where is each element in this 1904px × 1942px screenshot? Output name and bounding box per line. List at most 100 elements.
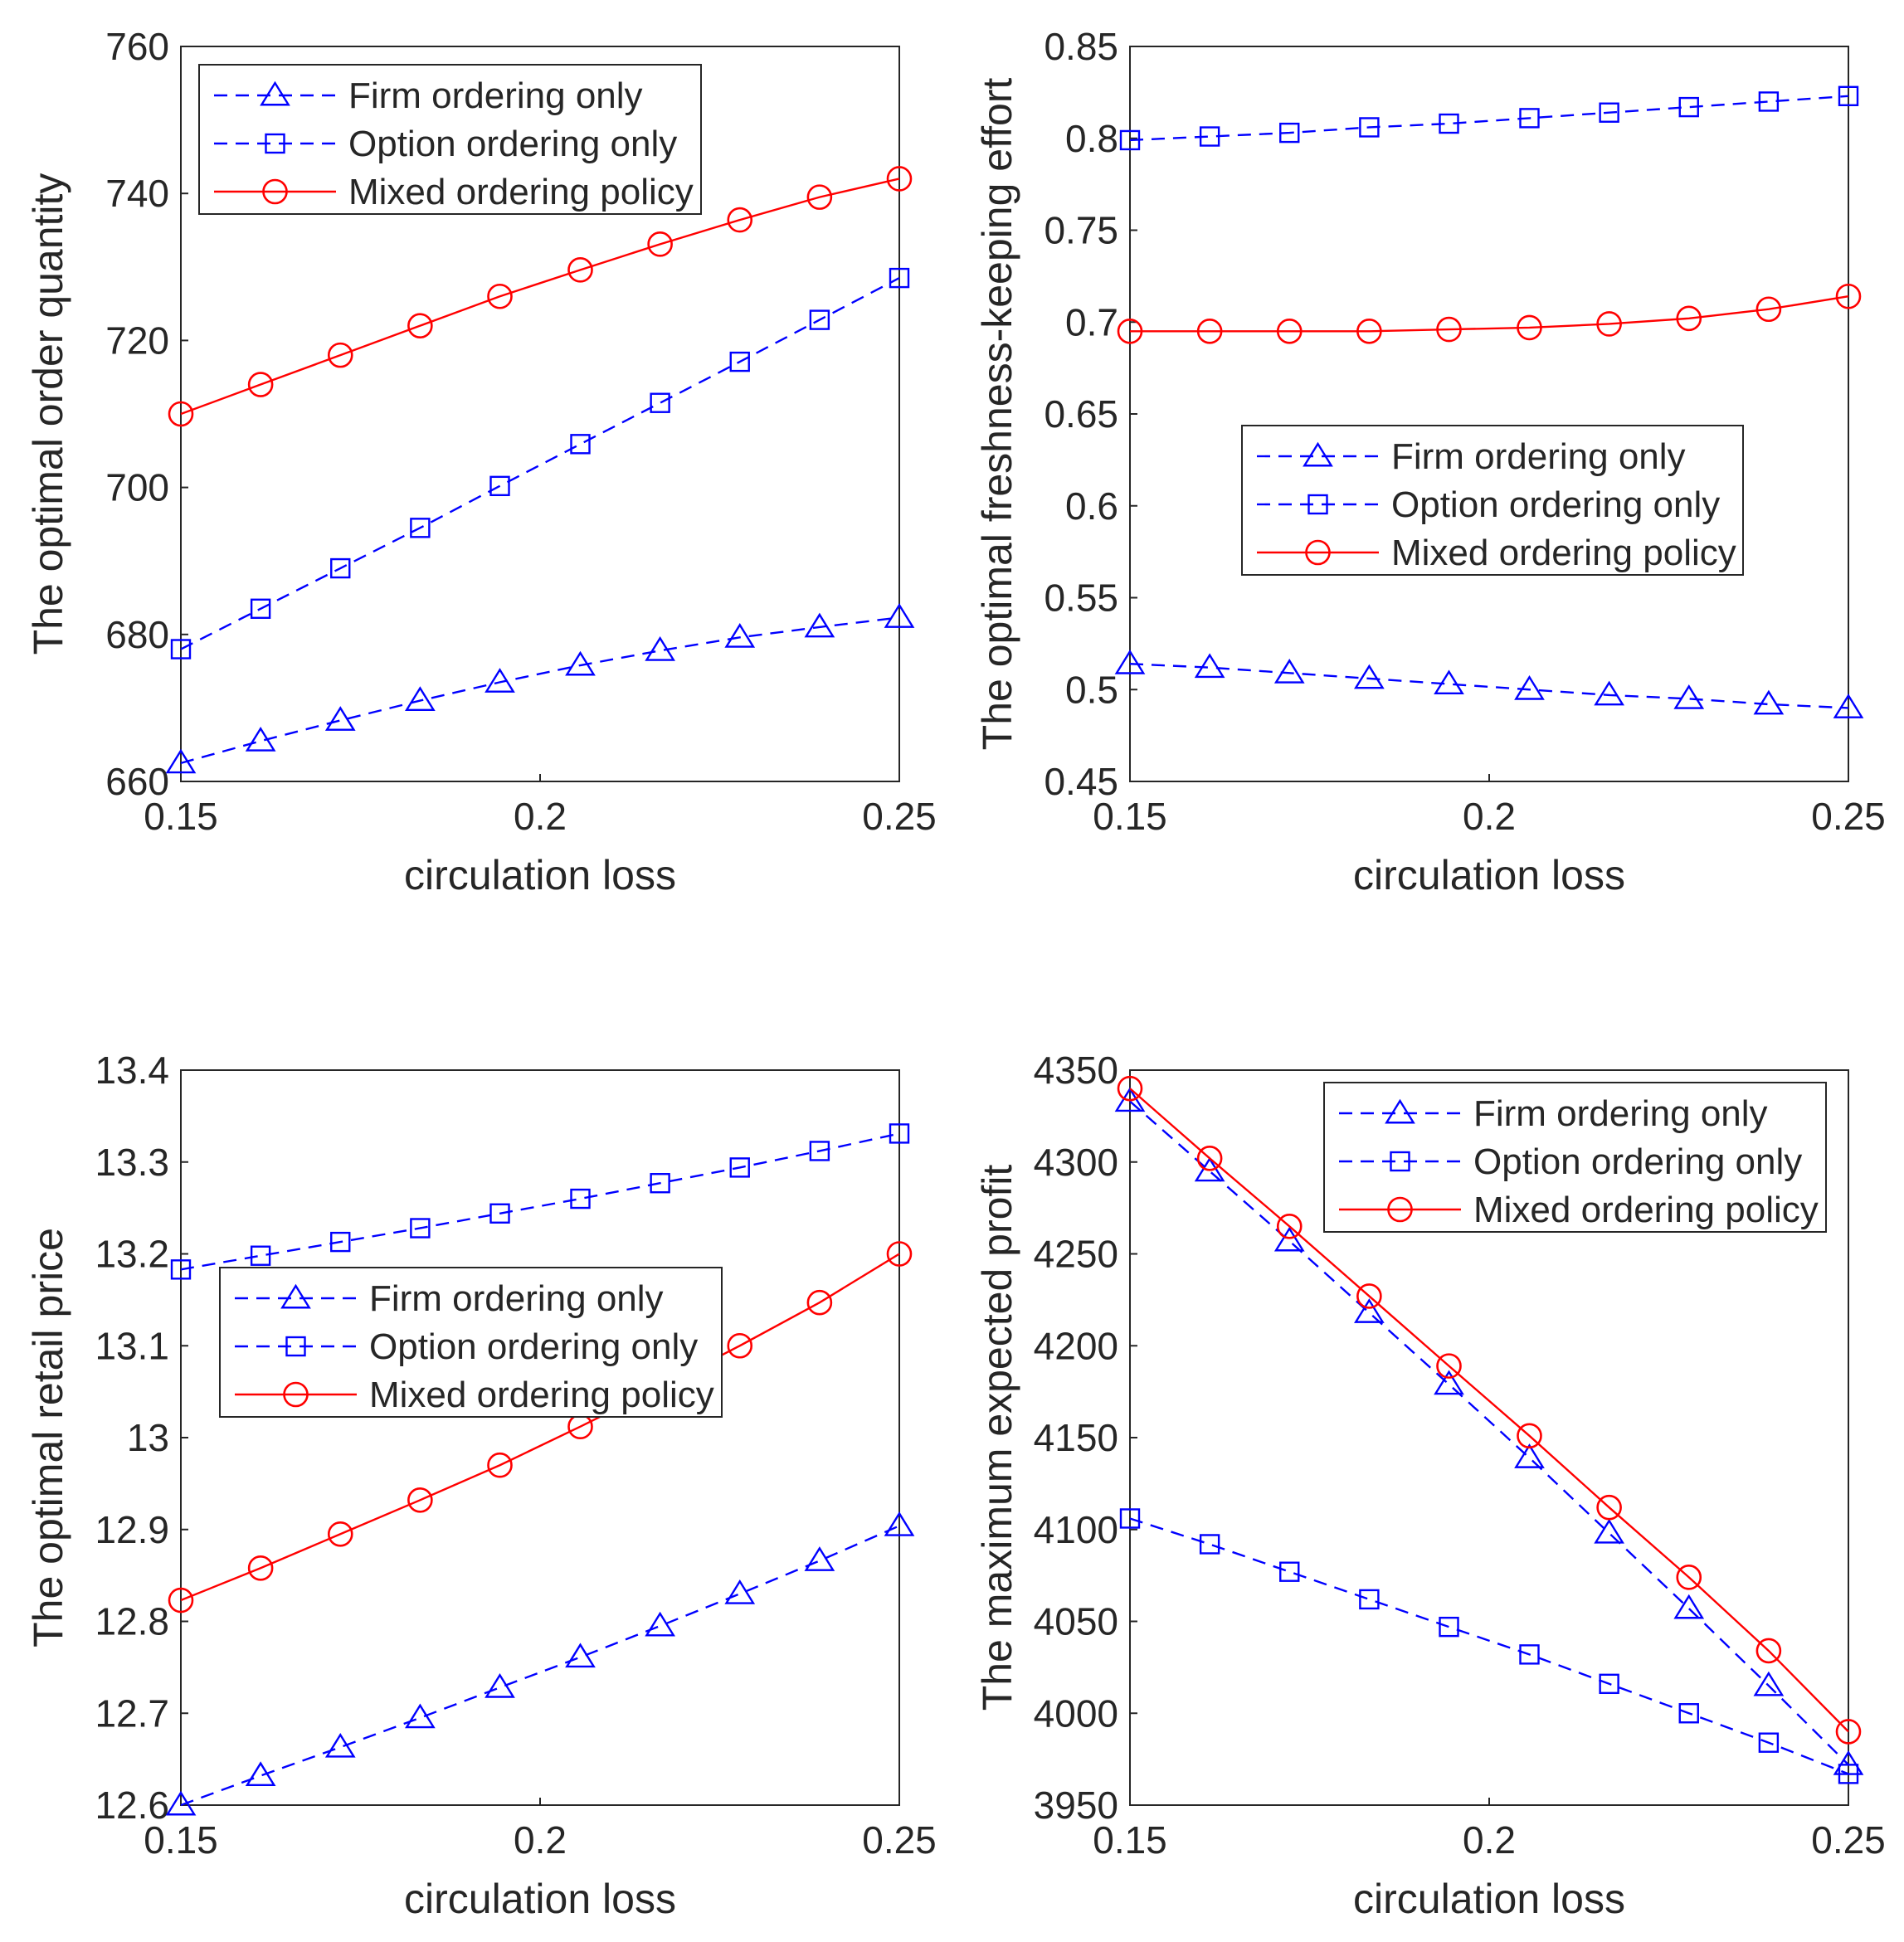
data-point-triangle bbox=[1594, 1518, 1624, 1544]
data-point-square bbox=[1279, 1561, 1300, 1582]
legend-marker-triangle bbox=[1303, 441, 1333, 467]
legend-box bbox=[219, 1267, 723, 1418]
x-tick-label: 0.15 bbox=[1093, 1818, 1167, 1862]
legend: Firm ordering only Option ordering only Mi… bbox=[1241, 425, 1744, 576]
data-point-triangle bbox=[724, 623, 756, 648]
data-point-square bbox=[170, 639, 192, 660]
legend-marker-square bbox=[1390, 1151, 1410, 1172]
chart-panel-retail-price: 0.15 0.2 0.25 12.6 12.7 12.8 12.9 13 13.1 13.2 13.… bbox=[25, 1049, 937, 1922]
data-point-square bbox=[410, 518, 431, 538]
legend: Firm ordering only Option ordering only Mi… bbox=[219, 1267, 723, 1418]
legend-entry-label: Option ordering only bbox=[1391, 484, 1720, 525]
data-point-square bbox=[729, 1157, 750, 1178]
data-point-triangle bbox=[724, 1579, 756, 1604]
legend-marker-circle bbox=[262, 178, 288, 205]
y-tick-label: 0.8 bbox=[1065, 117, 1118, 160]
data-point-triangle bbox=[804, 612, 835, 638]
legend-entry-label: Firm ordering only bbox=[1391, 436, 1686, 477]
data-point-circle bbox=[1436, 1353, 1462, 1379]
data-point-circle bbox=[1835, 283, 1862, 309]
legend-box bbox=[198, 64, 702, 215]
data-point-square bbox=[1439, 1616, 1459, 1638]
plot-area-frame bbox=[1129, 46, 1849, 782]
data-point-circle bbox=[327, 1521, 353, 1547]
data-point-square bbox=[1119, 1508, 1141, 1529]
data-point-triangle bbox=[645, 636, 675, 661]
data-point-square bbox=[1758, 1732, 1780, 1753]
data-point-square bbox=[1519, 1644, 1540, 1665]
data-point-triangle bbox=[1833, 1750, 1864, 1775]
legend-marker-square bbox=[285, 1336, 306, 1357]
legend-marker-square bbox=[265, 133, 285, 154]
data-point-circle bbox=[1356, 319, 1382, 344]
data-point-triangle bbox=[245, 726, 276, 752]
data-point-circle bbox=[567, 257, 593, 283]
x-tick-label: 0.25 bbox=[862, 1818, 937, 1862]
data-point-circle bbox=[886, 166, 913, 192]
data-point-circle bbox=[407, 313, 433, 338]
x-tick-label: 0.15 bbox=[1093, 795, 1167, 838]
data-point-square bbox=[1838, 85, 1859, 107]
data-point-circle bbox=[1676, 1565, 1702, 1590]
data-point-circle bbox=[1596, 1494, 1622, 1521]
y-tick-label: 13.2 bbox=[95, 1233, 169, 1276]
series-line-square bbox=[1129, 1517, 1849, 1775]
data-point-triangle bbox=[565, 650, 596, 676]
y-tick-label: 12.7 bbox=[95, 1691, 169, 1735]
series-line-triangle bbox=[1129, 663, 1849, 709]
series-line-square bbox=[180, 277, 900, 650]
data-point-square bbox=[729, 351, 750, 372]
data-point-square bbox=[489, 475, 510, 497]
y-tick-label: 660 bbox=[105, 760, 169, 803]
data-point-circle bbox=[168, 1587, 194, 1613]
legend-entry-label: Mixed ordering policy bbox=[348, 172, 694, 212]
data-point-triangle bbox=[1753, 689, 1785, 715]
legend-entry-label: Firm ordering only bbox=[1473, 1093, 1768, 1134]
y-tick-label: 12.8 bbox=[95, 1600, 169, 1643]
y-tick-label: 700 bbox=[105, 466, 169, 509]
data-point-triangle bbox=[1514, 674, 1545, 700]
data-point-square bbox=[1758, 91, 1780, 112]
data-point-triangle bbox=[165, 1790, 197, 1816]
y-tick-label: 4100 bbox=[1034, 1508, 1118, 1551]
data-point-triangle bbox=[1673, 684, 1705, 709]
data-point-square bbox=[489, 1203, 510, 1224]
legend-entry-label: Option ordering only bbox=[1473, 1141, 1802, 1182]
data-point-square bbox=[1119, 129, 1141, 151]
legend-entry-label: Mixed ordering policy bbox=[1391, 533, 1736, 573]
data-point-circle bbox=[247, 1555, 274, 1581]
data-point-square bbox=[250, 598, 271, 619]
data-point-triangle bbox=[324, 706, 356, 731]
series-line-square bbox=[1129, 95, 1849, 142]
data-point-square bbox=[1279, 122, 1300, 144]
data-point-square bbox=[809, 1141, 830, 1161]
data-point-square bbox=[250, 1245, 271, 1266]
y-tick-label: 4350 bbox=[1034, 1049, 1118, 1092]
data-point-circle bbox=[327, 342, 353, 368]
x-tick-label: 0.25 bbox=[862, 795, 937, 838]
chart-panel-expected-profit: 0.15 0.2 0.25 3950 4000 4050 4100 4150 4200 4250 4… bbox=[974, 1049, 1886, 1922]
data-point-circle bbox=[1835, 1719, 1862, 1745]
y-tick-label: 13.1 bbox=[95, 1324, 169, 1367]
y-tick-label: 4000 bbox=[1034, 1691, 1118, 1735]
y-tick-label: 4200 bbox=[1034, 1324, 1118, 1367]
data-point-square bbox=[1599, 102, 1619, 123]
data-point-square bbox=[1359, 117, 1380, 138]
x-axis-label: circulation loss bbox=[1353, 1876, 1625, 1922]
y-tick-label: 0.45 bbox=[1044, 760, 1118, 803]
data-point-square bbox=[1678, 96, 1699, 118]
data-point-square bbox=[809, 309, 830, 330]
x-axis-label: circulation loss bbox=[404, 852, 676, 898]
data-point-circle bbox=[487, 283, 513, 309]
data-point-square bbox=[330, 1231, 351, 1253]
data-point-circle bbox=[407, 1487, 433, 1513]
x-axis-label: circulation loss bbox=[404, 1876, 676, 1922]
plot-area-frame bbox=[180, 1069, 900, 1806]
x-tick-label: 0.25 bbox=[1811, 795, 1886, 838]
series-line-circle bbox=[180, 178, 900, 416]
data-point-triangle bbox=[324, 1732, 356, 1758]
y-tick-label: 4150 bbox=[1034, 1416, 1118, 1459]
data-point-triangle bbox=[1833, 694, 1864, 718]
data-point-circle bbox=[1436, 316, 1462, 343]
